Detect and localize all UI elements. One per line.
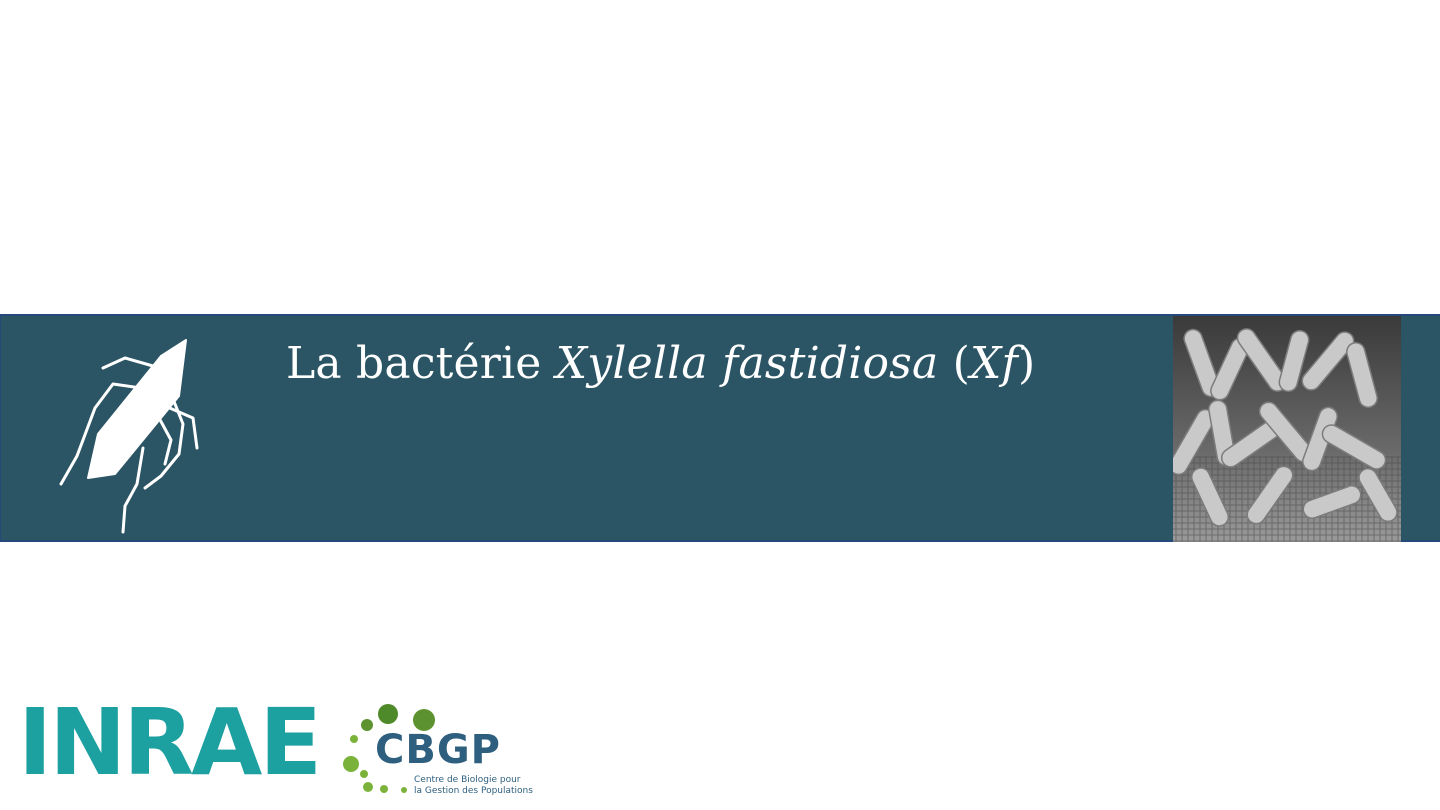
cbgp-logo: CBGP [375, 727, 501, 773]
cbgp-tagline: Centre de Biologie pour la Gestion des P… [414, 775, 533, 796]
title-banner: La bactérie Xylella fastidiosa (Xf) [0, 314, 1440, 542]
insect-silhouette-icon [59, 339, 199, 534]
cbgp-dots-icon [343, 704, 435, 793]
bacteria-micrograph-image [1173, 316, 1401, 542]
slide-title: La bactérie Xylella fastidiosa (Xf) [286, 338, 1036, 389]
inrae-logo: INRAE [18, 689, 322, 796]
